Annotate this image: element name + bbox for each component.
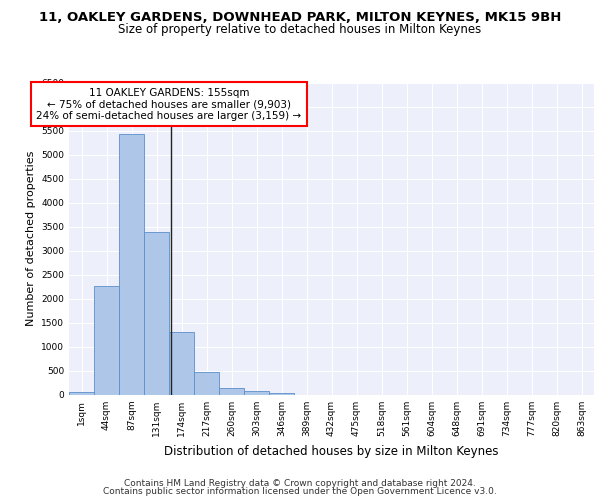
Text: 11, OAKLEY GARDENS, DOWNHEAD PARK, MILTON KEYNES, MK15 9BH: 11, OAKLEY GARDENS, DOWNHEAD PARK, MILTO… [39,11,561,24]
Bar [69,392,94,395]
Bar [169,332,194,395]
Bar [94,286,119,395]
X-axis label: Distribution of detached houses by size in Milton Keynes: Distribution of detached houses by size … [164,444,499,458]
Bar [194,372,219,395]
Bar [119,134,144,395]
Text: Contains HM Land Registry data © Crown copyright and database right 2024.: Contains HM Land Registry data © Crown c… [124,478,476,488]
Bar [244,391,269,395]
Text: Size of property relative to detached houses in Milton Keynes: Size of property relative to detached ho… [118,22,482,36]
Text: 11 OAKLEY GARDENS: 155sqm
← 75% of detached houses are smaller (9,903)
24% of se: 11 OAKLEY GARDENS: 155sqm ← 75% of detac… [37,88,302,120]
Bar [219,388,244,395]
Y-axis label: Number of detached properties: Number of detached properties [26,151,35,326]
Text: Contains public sector information licensed under the Open Government Licence v3: Contains public sector information licen… [103,487,497,496]
Bar [269,393,294,395]
Bar [144,232,169,395]
